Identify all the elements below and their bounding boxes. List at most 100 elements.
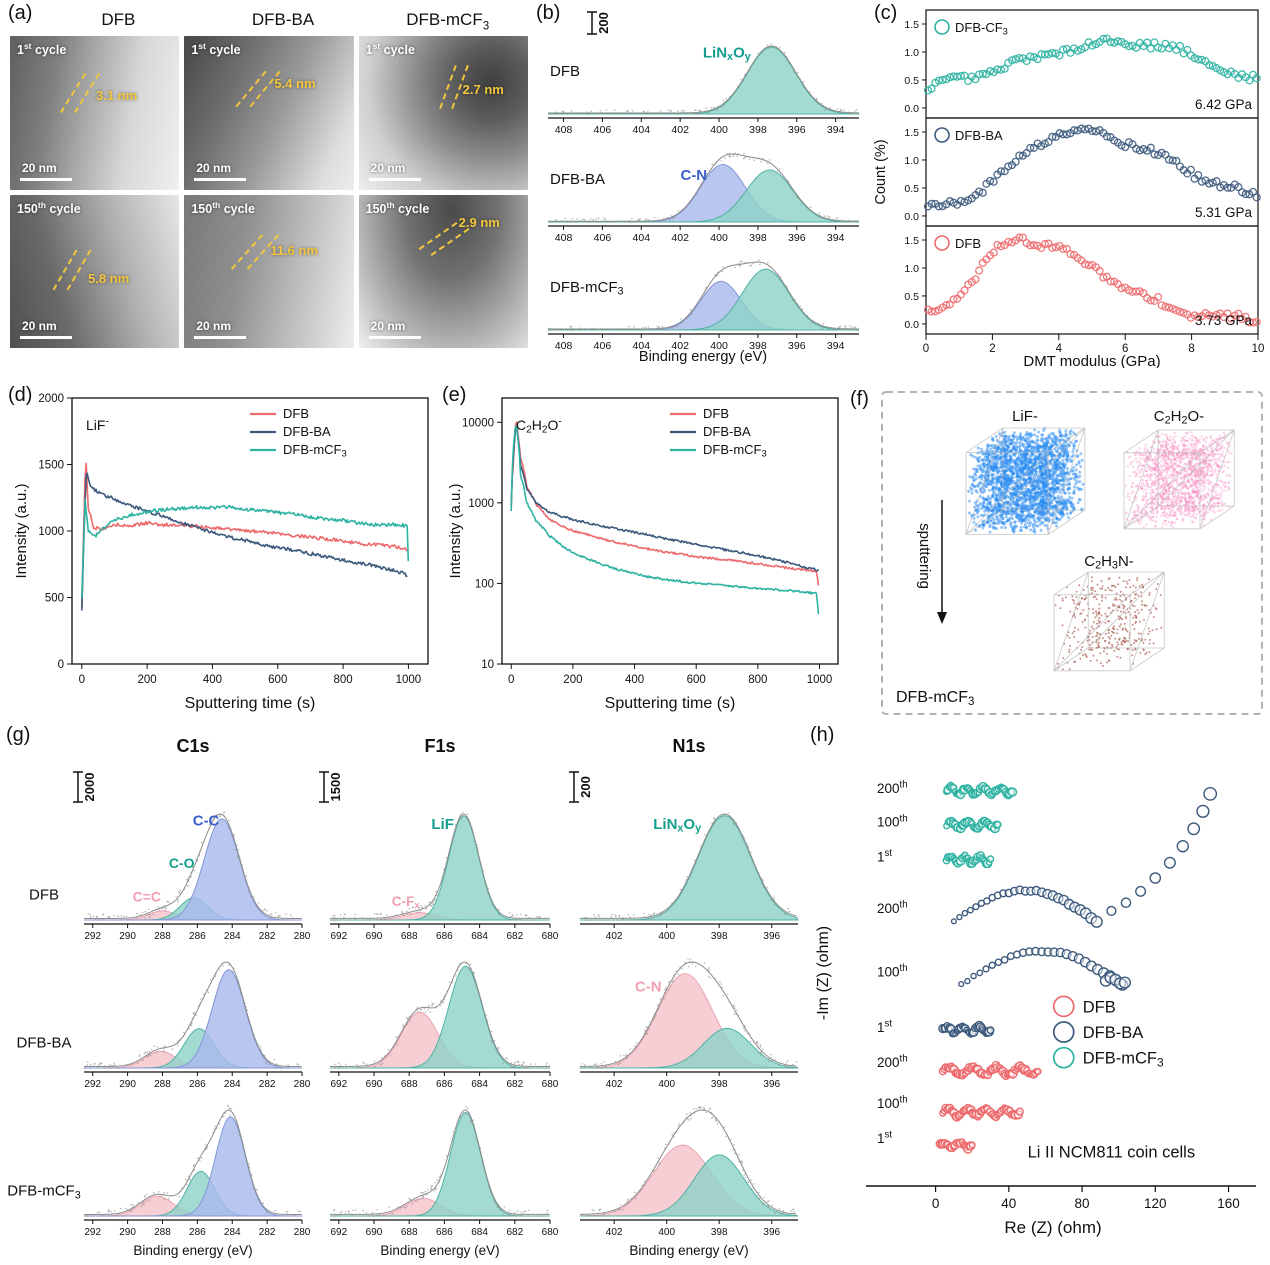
svg-text:394: 394 bbox=[827, 340, 845, 352]
panel-c2h2o-depth-profile: (e) 10 100 1000 10000 0 200 400 600 800 1000 Sputt… bbox=[440, 384, 846, 722]
panel-g-label: (g) bbox=[6, 724, 31, 746]
svg-text:100: 100 bbox=[475, 578, 494, 590]
svg-text:1500: 1500 bbox=[38, 460, 64, 472]
svg-text:1000: 1000 bbox=[396, 674, 422, 686]
tem-image-dfb-150th: 150th cycle 5.8 nm 20 nm bbox=[10, 194, 180, 348]
svg-text:DFB-mCF3: DFB-mCF3 bbox=[550, 279, 624, 298]
svg-text:396: 396 bbox=[788, 124, 806, 136]
svg-text:406: 406 bbox=[594, 340, 612, 352]
panel-e-label: (e) bbox=[442, 384, 467, 406]
svg-text:0.5: 0.5 bbox=[904, 75, 919, 87]
svg-text:4: 4 bbox=[1056, 343, 1063, 355]
tem-image-dfb-1st: 1st cycle 3.1 nm 20 nm bbox=[10, 36, 180, 190]
scalebar bbox=[20, 177, 72, 181]
svg-text:2: 2 bbox=[989, 343, 995, 355]
svg-text:396: 396 bbox=[788, 232, 806, 244]
svg-text:500: 500 bbox=[45, 593, 64, 605]
scalebar bbox=[194, 177, 247, 181]
svg-text:0: 0 bbox=[508, 674, 514, 686]
tem-grid: 1st cycle 3.1 nm 20 nm 1st cycle 5.4 nm … bbox=[10, 36, 528, 348]
svg-text:DFB-mCF3: DFB-mCF3 bbox=[703, 442, 767, 458]
tem-image-dfbba-150th: 150th cycle 11.6 nm 20 nm bbox=[184, 194, 354, 348]
svg-text:200: 200 bbox=[138, 674, 157, 686]
svg-text:398: 398 bbox=[749, 232, 767, 244]
svg-text:Binding energy (eV): Binding energy (eV) bbox=[639, 349, 767, 365]
svg-text:5.31 GPa: 5.31 GPa bbox=[1195, 205, 1253, 220]
svg-text:0: 0 bbox=[58, 659, 64, 671]
svg-text:6.42 GPa: 6.42 GPa bbox=[1195, 97, 1253, 112]
panel-c-label: (c) bbox=[874, 2, 898, 24]
svg-text:DFB-BA: DFB-BA bbox=[550, 171, 605, 188]
svg-text:0.0: 0.0 bbox=[904, 103, 919, 115]
svg-text:1.5: 1.5 bbox=[904, 235, 919, 247]
svg-text:10: 10 bbox=[481, 659, 494, 671]
panel-a-label: (a) bbox=[8, 2, 33, 24]
svg-text:200: 200 bbox=[563, 674, 582, 686]
panel-lif-depth-profile: (d) 0 500 1000 1500 2000 0 200 400 600 800 1000 Spu… bbox=[6, 384, 438, 722]
svg-text:1000: 1000 bbox=[807, 674, 833, 686]
svg-text:404: 404 bbox=[633, 232, 651, 244]
svg-text:Sputtering time (s): Sputtering time (s) bbox=[605, 695, 736, 712]
svg-text:sputtering: sputtering bbox=[916, 523, 933, 589]
tem-col-title-dfb-ba: DFB-BA bbox=[251, 10, 315, 29]
panel-eis-nyquist: (h) 0 40 80 120 160 Re (Z) (ohm) -Im (Z) (ohm)… bbox=[808, 724, 1268, 1262]
svg-text:0: 0 bbox=[923, 343, 929, 355]
svg-text:8: 8 bbox=[1188, 343, 1194, 355]
svg-text:1.5: 1.5 bbox=[904, 127, 919, 139]
svg-text:402: 402 bbox=[671, 124, 689, 136]
svg-text:800: 800 bbox=[748, 674, 767, 686]
sei-thickness-label: 2.7 nm bbox=[462, 82, 504, 97]
svg-text:404: 404 bbox=[633, 340, 651, 352]
svg-text:LiF-: LiF- bbox=[86, 416, 109, 433]
scalebar-label: 20 nm bbox=[22, 319, 57, 333]
scalebar-label: 20 nm bbox=[22, 160, 57, 175]
scalebar bbox=[368, 177, 421, 181]
svg-text:800: 800 bbox=[333, 674, 352, 686]
svg-text:400: 400 bbox=[203, 674, 222, 686]
svg-text:2000: 2000 bbox=[38, 393, 64, 405]
svg-text:400: 400 bbox=[710, 340, 728, 352]
svg-text:408: 408 bbox=[555, 232, 573, 244]
panel-xps-grid: (g) C1s 2000 Binding energy (eV) F1s 1500 Bin… bbox=[4, 724, 808, 1262]
svg-text:404: 404 bbox=[633, 124, 651, 136]
svg-text:0.5: 0.5 bbox=[904, 291, 919, 303]
panel-b-label: (b) bbox=[536, 2, 561, 24]
svg-text:402: 402 bbox=[671, 340, 689, 352]
svg-text:396: 396 bbox=[788, 340, 806, 352]
svg-text:Sputtering time (s): Sputtering time (s) bbox=[185, 695, 316, 712]
svg-text:Count (%): Count (%) bbox=[873, 139, 889, 204]
svg-text:200: 200 bbox=[596, 12, 611, 34]
cycle-label: 1st cycle bbox=[365, 41, 415, 58]
svg-text:C-N: C-N bbox=[680, 167, 707, 184]
svg-text:600: 600 bbox=[268, 674, 287, 686]
tem-image-dfbba-1st: 1st cycle 5.4 nm 20 nm bbox=[184, 36, 354, 190]
scalebar bbox=[194, 336, 247, 339]
panel-h-label: (h) bbox=[810, 724, 835, 746]
svg-text:DFB-BA: DFB-BA bbox=[283, 424, 331, 439]
scalebar-label: 20 nm bbox=[370, 319, 406, 333]
sei-measure-line bbox=[430, 227, 470, 256]
scalebar-label: 20 nm bbox=[196, 160, 232, 175]
sei-measure-line bbox=[418, 221, 458, 250]
svg-text:DFB: DFB bbox=[550, 63, 580, 80]
c2h2o-depth-profile-chart: 10 100 1000 10000 0 200 400 600 800 1000 Sputterin… bbox=[447, 397, 839, 712]
tem-image-dfbmcf3-1st: 1st cycle 2.7 nm 20 nm bbox=[358, 36, 528, 190]
panel-xps-n1s-sei: (b) 200 408 406 404 402 400 398 396 394 LiNxOy DFB… bbox=[534, 2, 870, 368]
svg-text:0.0: 0.0 bbox=[904, 211, 919, 223]
svg-text:400: 400 bbox=[710, 232, 728, 244]
svg-text:DFB: DFB bbox=[703, 406, 729, 421]
sei-thickness-label: 11.6 nm bbox=[270, 242, 319, 258]
tem-image-dfbmcf3-150th: 150th cycle 2.9 nm 20 nm bbox=[358, 194, 528, 348]
svg-text:1000: 1000 bbox=[38, 526, 64, 538]
panel-f-label: (f) bbox=[850, 388, 869, 410]
svg-text:DFB-mCF3: DFB-mCF3 bbox=[283, 442, 347, 458]
lif-depth-profile-chart: 0 500 1000 1500 2000 0 200 400 600 800 1000 Sputter… bbox=[13, 393, 429, 712]
tem-col-title-dfb: DFB bbox=[101, 10, 136, 29]
svg-text:400: 400 bbox=[710, 124, 728, 136]
svg-text:1000: 1000 bbox=[468, 498, 494, 510]
tem-col-title-dfb-mcf3: DFB-mCF3 bbox=[406, 10, 490, 33]
svg-text:394: 394 bbox=[827, 232, 845, 244]
svg-text:0.5: 0.5 bbox=[904, 183, 919, 195]
